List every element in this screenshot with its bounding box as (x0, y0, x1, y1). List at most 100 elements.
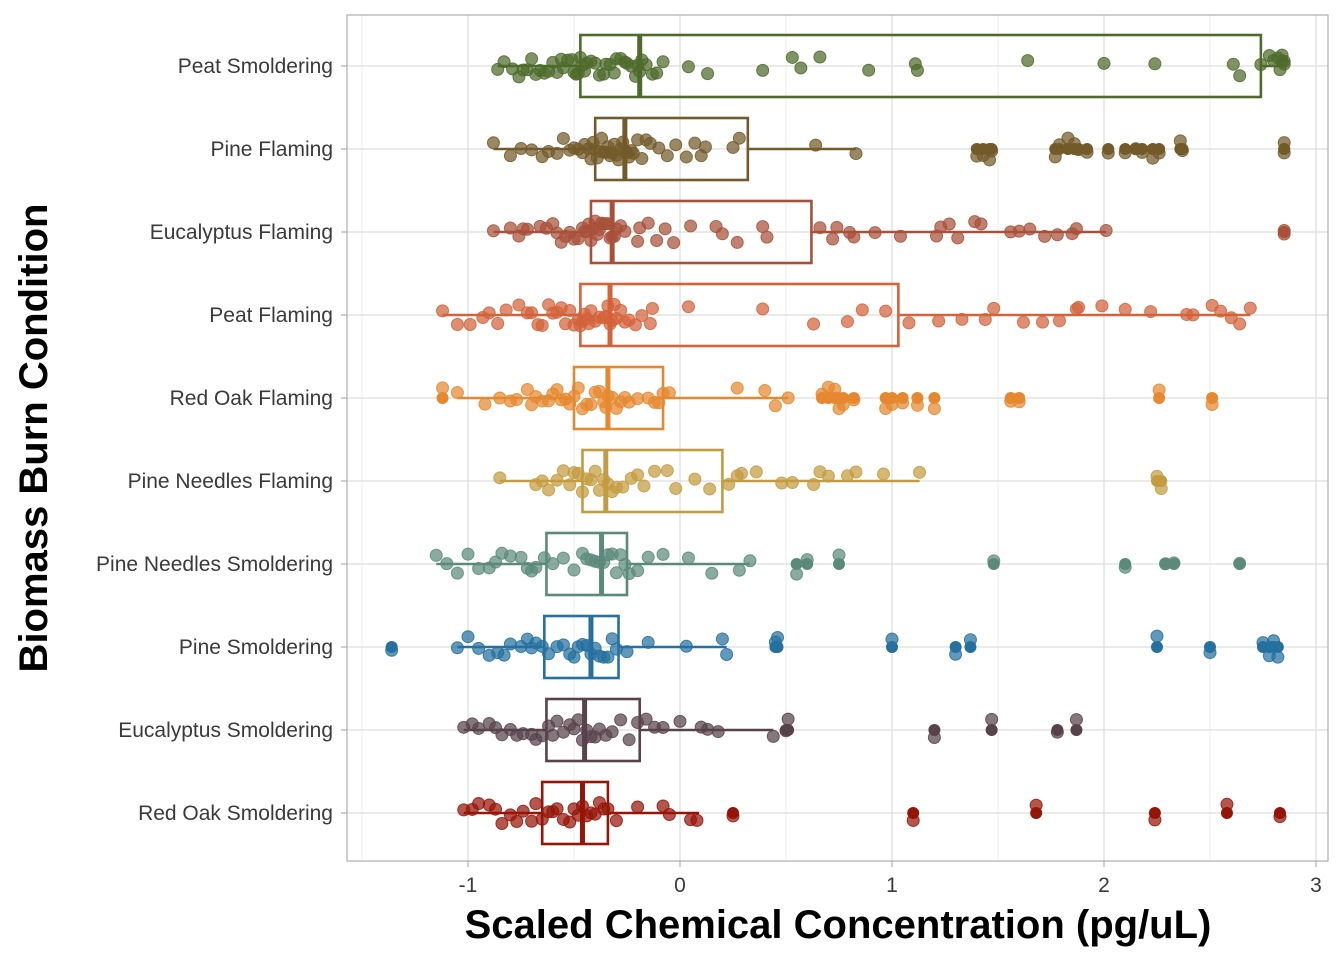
jitter-point (868, 226, 882, 240)
series-pine-smoldering (385, 614, 1285, 680)
jitter-point (516, 804, 530, 818)
jitter-point (520, 383, 534, 397)
jitter-point (849, 147, 863, 161)
jitter-point (546, 557, 560, 571)
jitter-point (896, 396, 910, 410)
jitter-point (1052, 314, 1066, 328)
y-tick-label: Pine Needles Flaming (128, 470, 333, 493)
jitter-point (529, 797, 543, 811)
jitter-point (510, 814, 524, 828)
jitter-point (550, 714, 564, 728)
jitter-point (913, 465, 927, 479)
jitter-point (1144, 305, 1158, 319)
jitter-point (493, 391, 507, 405)
jitter-point (705, 566, 719, 580)
jitter-point (885, 632, 899, 646)
jitter-point (436, 304, 450, 318)
jitter-point (779, 724, 793, 738)
jitter-point (662, 807, 676, 821)
jitter-point (542, 647, 556, 661)
jitter-point (987, 301, 1001, 315)
jitter-point (679, 639, 693, 653)
series-pine-needles-smoldering (429, 531, 1247, 597)
jitter-point (684, 219, 698, 233)
jitter-point (601, 650, 615, 664)
jitter-point (1099, 224, 1113, 238)
series-pine-flaming (486, 116, 1291, 182)
jitter-point (688, 472, 702, 486)
jitter-point (1152, 383, 1166, 397)
jitter-point (1277, 227, 1291, 241)
jitter-point (461, 547, 475, 561)
x-tick-label: 2 (1098, 874, 1110, 897)
jitter-point (809, 138, 823, 152)
jitter-point (1277, 146, 1291, 160)
jitter-point (650, 66, 664, 80)
jitter-point (1233, 317, 1247, 331)
jitter-point (645, 301, 659, 315)
outlier-point (928, 392, 941, 404)
jitter-point (987, 554, 1001, 568)
jitter-point (472, 641, 486, 655)
jitter-point (726, 140, 740, 154)
jitter-point (1036, 315, 1050, 329)
jitter-point (497, 648, 511, 662)
jitter-point (385, 643, 399, 657)
jitter-point (556, 638, 570, 652)
jitter-point (609, 566, 623, 580)
jitter-point (601, 802, 615, 816)
jitter-point (703, 482, 717, 496)
jitter-point (701, 722, 715, 736)
jitter-point (785, 50, 799, 64)
jitter-point (495, 816, 509, 830)
y-tick-label: Pine Needles Smoldering (96, 553, 333, 576)
jitter-point (781, 712, 795, 726)
jitter-point (542, 483, 556, 497)
jitter-point (450, 318, 464, 332)
y-tick-label: Red Oak Flaming (170, 387, 333, 410)
jitter-point (571, 713, 585, 727)
jitter-point (1150, 469, 1164, 483)
y-tick-label: Eucalyptus Flaming (150, 221, 333, 244)
jitter-point (758, 384, 772, 398)
x-tick-label: 0 (674, 874, 686, 897)
jitter-point (681, 300, 695, 314)
jitter-point (641, 216, 655, 230)
jitter-point (429, 548, 443, 562)
jitter-point (1118, 560, 1132, 574)
jitter-point (1052, 138, 1066, 152)
jitter-point (514, 142, 528, 156)
jitter-point (491, 316, 505, 330)
jitter-point (660, 149, 674, 163)
jitter-point (525, 306, 539, 320)
jitter-point (1214, 304, 1228, 318)
jitter-point (826, 232, 840, 246)
jitter-point (1273, 810, 1287, 824)
jitter-point (1069, 713, 1083, 727)
jitter-point (607, 66, 621, 80)
jitter-point (525, 143, 539, 157)
jitter-point (525, 814, 539, 828)
jitter-point (690, 813, 704, 827)
jitter-point (807, 317, 821, 331)
jitter-point (637, 479, 651, 493)
jitter-point (800, 553, 814, 567)
jitter-point (726, 809, 740, 823)
jitter-point (730, 235, 744, 249)
jitter-point (1220, 797, 1234, 811)
y-tick-label: Peat Flaming (209, 304, 333, 327)
y-tick-label: Pine Flaming (210, 138, 333, 161)
jitter-point (436, 381, 450, 395)
jitter-point (1256, 636, 1270, 650)
jitter-point (631, 234, 645, 248)
y-tick-label: Red Oak Smoldering (138, 802, 333, 825)
jitter-point (1012, 224, 1026, 238)
jitter-point (641, 635, 655, 649)
jitter-point (906, 813, 920, 827)
jitter-point (698, 140, 712, 154)
jitter-point (1038, 229, 1052, 243)
jitter-point (635, 309, 649, 323)
jitter-point (461, 630, 475, 644)
jitter-point (1271, 650, 1285, 664)
jitter-point (1080, 145, 1094, 159)
